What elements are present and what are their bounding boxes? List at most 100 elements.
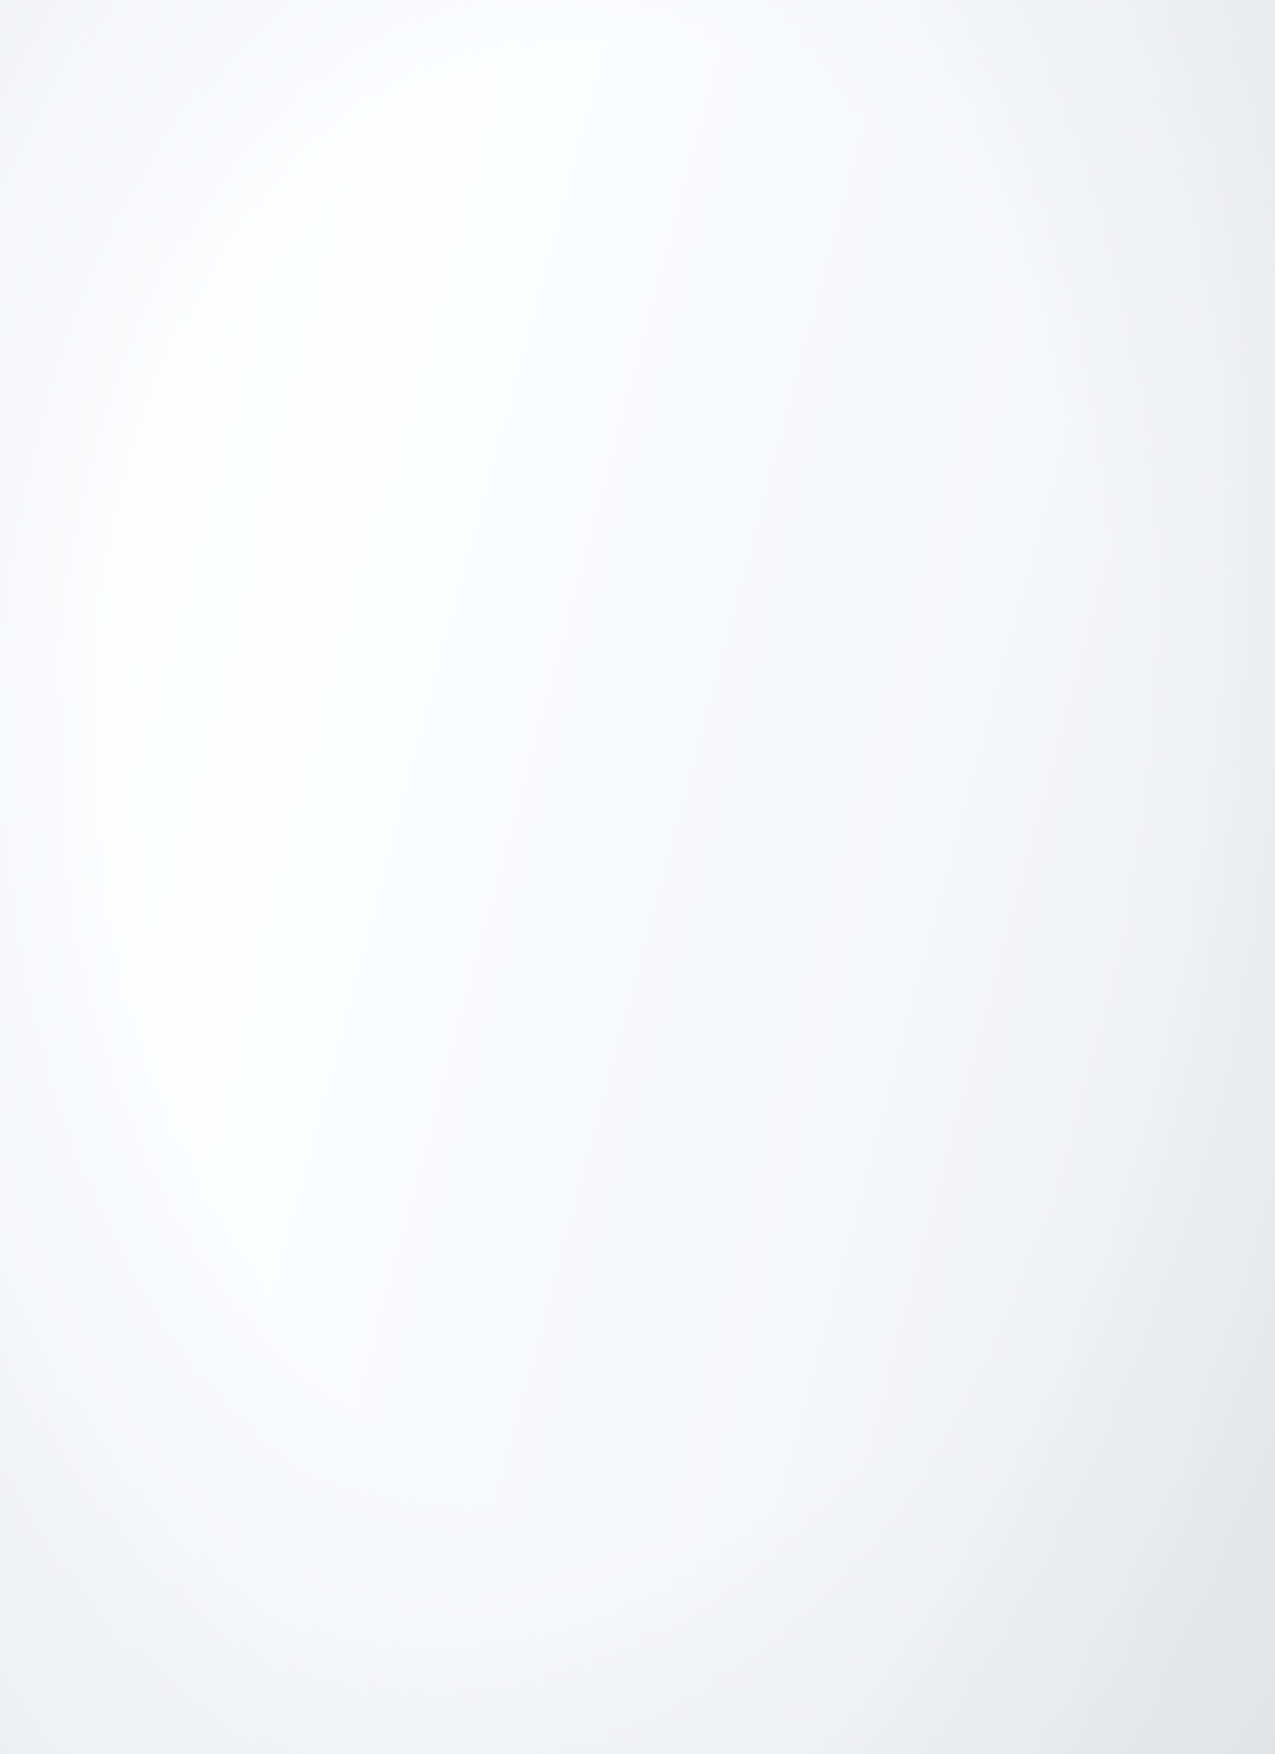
table-cell-38[interactable]: , <box>483 868 507 939</box>
table-cell-35[interactable] <box>205 654 228 688</box>
table-cell-31[interactable] <box>546 143 571 289</box>
table-cell-30[interactable] <box>373 82 396 115</box>
table-cell-35[interactable] <box>343 653 366 687</box>
table-cell-36[interactable]: , <box>378 696 402 784</box>
field-data-emissao-value[interactable]: 2 0/0 1/2 1 <box>1073 208 1099 347</box>
table-cell-30[interactable] <box>132 84 155 116</box>
table-cell-37[interactable]: , <box>586 791 610 862</box>
table-cell-38[interactable]: , <box>345 869 368 940</box>
table-cell-30[interactable] <box>270 83 293 115</box>
table-cell-30[interactable] <box>408 82 431 114</box>
table-cell-36[interactable]: , <box>585 695 609 782</box>
table-cell-30[interactable] <box>339 83 362 115</box>
table-cell-37[interactable]: , <box>344 793 368 864</box>
table-cell-40[interactable]: / / <box>380 982 404 1061</box>
table-cell-35[interactable] <box>171 654 194 688</box>
table-cell-35[interactable] <box>447 652 470 686</box>
table-cell-30[interactable] <box>511 81 535 113</box>
table-cell-37[interactable]: , <box>137 794 161 865</box>
table-cell-40[interactable]: / / <box>415 982 438 1060</box>
table-cell-40[interactable]: / / <box>449 982 473 1060</box>
table-cell-37[interactable]: , <box>275 793 299 864</box>
table-cell-31[interactable] <box>512 143 536 289</box>
table-cell-37[interactable]: , <box>310 793 333 864</box>
table-cell-37[interactable]: , <box>206 794 230 865</box>
table-cell-40[interactable]: / / <box>484 982 508 1060</box>
table-cell-36[interactable]: , <box>344 697 367 784</box>
table-cell-31[interactable] <box>305 145 329 291</box>
table-cell-31[interactable] <box>132 146 156 292</box>
table-cell-37[interactable]: , <box>413 792 437 863</box>
table-cell-36[interactable]: , <box>136 698 160 785</box>
table-cell-38[interactable]: , <box>552 867 576 938</box>
field-data-validade-senha-value[interactable]: 2 0/0 4/2 1 <box>1079 1080 1106 1219</box>
table-cell-37[interactable]: , <box>241 793 264 865</box>
table-cell-38[interactable]: , <box>587 867 610 938</box>
table-cell-40[interactable]: 2 1/0 1/2 1 <box>622 980 646 1059</box>
table-cell-38[interactable]: , <box>138 870 161 941</box>
field-tipo-faturamento-value[interactable] <box>72 798 95 819</box>
table-cell-40[interactable]: / / <box>208 984 231 1062</box>
table-cell-37[interactable]: , <box>379 792 402 864</box>
table-cell-38[interactable]: , <box>207 870 230 941</box>
table-cell-40[interactable]: / / <box>311 983 335 1061</box>
table-cell-30[interactable] <box>201 84 224 116</box>
table-cell-30[interactable] <box>235 83 258 116</box>
table-cell-30[interactable] <box>546 81 569 113</box>
table-cell-36[interactable]: , <box>274 697 298 784</box>
table-cell-36[interactable]: , <box>447 696 471 783</box>
table-cell-35[interactable] <box>309 653 332 687</box>
table-cell-37[interactable]: , <box>517 791 541 862</box>
table-cell-36[interactable]: , <box>482 696 505 783</box>
field-telefone-value[interactable] <box>929 689 954 975</box>
table-cell-37[interactable]: , <box>551 791 575 862</box>
table-cell-31[interactable] <box>201 146 225 292</box>
table-cell-31[interactable] <box>167 146 191 292</box>
table-cell-38[interactable]: , <box>276 869 299 940</box>
table-cell-38[interactable]: , <box>241 869 265 941</box>
table-cell-38[interactable]: , <box>172 870 196 941</box>
table-cell-38[interactable]: , <box>379 868 403 940</box>
table-cell-31[interactable] <box>408 144 432 290</box>
table-cell-40[interactable]: / / <box>173 984 197 1062</box>
table-cell-38[interactable]: , <box>518 867 541 938</box>
table-cell-40[interactable]: / / <box>553 981 577 1059</box>
table-cell-40[interactable]: / / <box>277 983 300 1061</box>
table-cell-37[interactable]: , <box>172 794 195 865</box>
table-cell-30[interactable] <box>580 81 604 113</box>
field-data-autorizacao-value[interactable]: 2 0/0 1/2 1 <box>1074 394 1101 533</box>
table-cell-31[interactable] <box>270 145 294 291</box>
table-cell-31[interactable] <box>477 144 501 290</box>
table-cell-35[interactable]: 1 <box>619 650 643 685</box>
table-cell-30[interactable] <box>166 84 189 116</box>
table-cell-30[interactable] <box>477 82 500 114</box>
table-cell-35[interactable] <box>516 651 539 685</box>
table-cell-31[interactable] <box>339 145 363 291</box>
table-cell-35[interactable] <box>550 651 574 685</box>
table-cell-35[interactable] <box>585 651 608 685</box>
field-data-prevista-termino-value[interactable]: / / <box>66 76 90 215</box>
table-cell-35[interactable] <box>274 653 297 687</box>
table-cell-35[interactable] <box>378 652 401 687</box>
table-cell-38[interactable]: , <box>414 868 438 939</box>
table-cell-38[interactable]: , <box>449 868 472 939</box>
table-cell-40[interactable]: / / <box>346 983 369 1061</box>
table-cell-36[interactable]: , <box>413 696 436 783</box>
table-cell-37[interactable]: , <box>448 792 471 863</box>
table-cell-40[interactable]: / / <box>588 981 611 1059</box>
field-tipo-atendimento-value[interactable] <box>68 264 91 285</box>
field-data-validade-carteira-value[interactable]: / / <box>996 1180 1018 1247</box>
table-cell-40[interactable]: / / <box>518 981 542 1059</box>
table-cell-30[interactable] <box>442 82 466 114</box>
table-cell-31[interactable] <box>236 145 260 292</box>
table-cell-38[interactable]: , <box>310 869 334 940</box>
